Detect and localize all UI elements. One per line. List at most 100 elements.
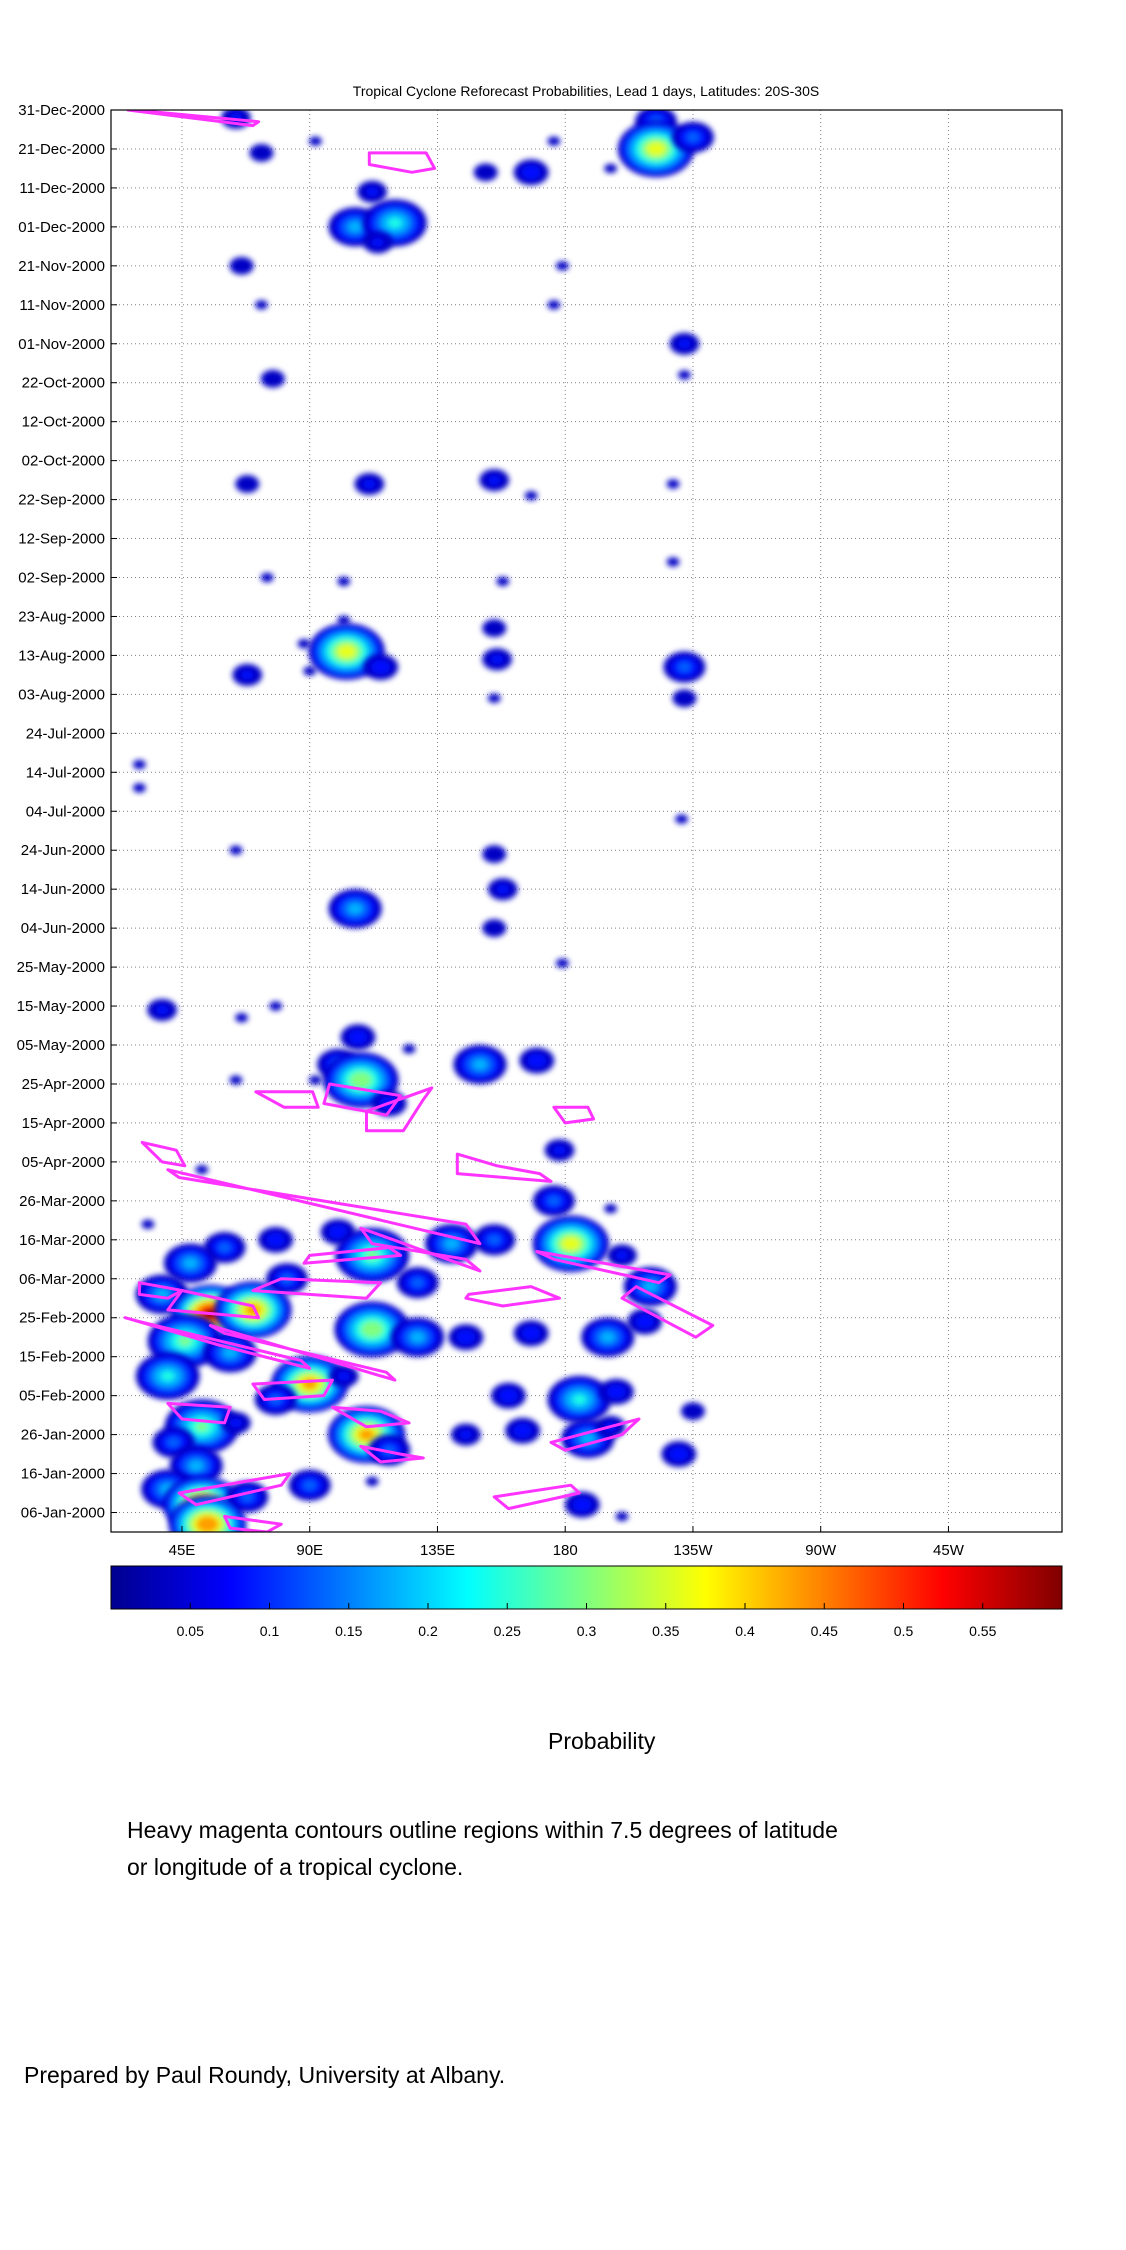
probability-level	[444, 1238, 460, 1250]
probability-blob	[671, 121, 715, 153]
probability-blob	[232, 663, 263, 686]
probability-blob	[396, 1267, 439, 1299]
probability-blob	[482, 919, 507, 938]
y-tick-label: 23-Aug-2000	[18, 608, 105, 625]
probability-blob	[487, 693, 501, 704]
colorbar-tick-label: 0.4	[735, 1623, 755, 1639]
colorbar-tick-label: 0.05	[177, 1623, 204, 1639]
probability-blob	[328, 1365, 359, 1388]
probability-level	[161, 1371, 175, 1382]
probability-blob	[308, 136, 322, 146]
y-tick-label: 16-Jan-2000	[21, 1466, 105, 1483]
probability-level	[132, 759, 146, 770]
probability-level	[141, 1219, 155, 1229]
probability-level	[347, 221, 363, 233]
y-tick-label: 21-Nov-2000	[18, 258, 105, 275]
probability-level	[297, 639, 311, 649]
probability-blob	[496, 576, 510, 587]
probability-level	[336, 644, 357, 659]
caption: Heavy magenta contours outline regions w…	[127, 1815, 838, 1882]
probability-blob	[362, 231, 393, 254]
caption-line-2: or longitude of a tropical cyclone.	[127, 1854, 464, 1880]
probability-blob	[337, 576, 351, 587]
colorbar-tick-label: 0.5	[894, 1623, 914, 1639]
probability-blob	[163, 1243, 218, 1283]
probability-level	[308, 1075, 322, 1085]
y-tick-label: 26-Mar-2000	[19, 1193, 105, 1210]
probability-level	[482, 845, 507, 864]
probability-level	[606, 1384, 626, 1399]
y-tick-label: 01-Dec-2000	[18, 219, 105, 236]
cyclone-outline	[166, 1168, 482, 1246]
probability-blob	[132, 759, 146, 770]
probability-blob	[297, 639, 311, 649]
probability-level	[235, 1013, 248, 1023]
probability-level	[646, 141, 666, 157]
probability-level	[490, 654, 504, 664]
cyclone-outline	[251, 1378, 334, 1401]
probability-level	[308, 136, 322, 146]
probability-level	[195, 1164, 209, 1175]
y-tick-label: 31-Dec-2000	[18, 102, 105, 119]
probability-blob	[666, 557, 680, 567]
probability-level	[604, 163, 618, 174]
probability-blob	[334, 1301, 410, 1358]
cyclone-outline	[359, 1226, 482, 1273]
probability-blob	[168, 1495, 247, 1532]
probability-blob	[555, 958, 569, 968]
probability-level	[547, 1195, 561, 1206]
y-tick-label: 04-Jul-2000	[26, 803, 105, 820]
probability-blob	[221, 1411, 251, 1434]
probability-blob	[544, 1139, 575, 1162]
x-tick-label: 135E	[420, 1542, 455, 1559]
probability-blob	[666, 479, 680, 489]
probability-level	[482, 919, 507, 938]
probability-level	[666, 479, 680, 489]
credit-text: Prepared by Paul Roundy, University at A…	[24, 2062, 506, 2088]
y-tick-label: 14-Jul-2000	[26, 764, 105, 781]
probability-blob	[524, 490, 538, 501]
probability-blob	[669, 332, 700, 355]
probability-level	[303, 1480, 317, 1491]
cyclone-outline	[177, 1472, 292, 1507]
x-tick-label: 45E	[169, 1542, 196, 1559]
y-tick-label: 02-Oct-2000	[22, 453, 105, 470]
cyclone-outline	[549, 1417, 641, 1452]
probability-blob	[365, 1476, 379, 1487]
probability-level	[328, 1224, 348, 1240]
probability-level	[195, 1422, 209, 1432]
colorbar-tick-label: 0.45	[811, 1623, 838, 1639]
probability-level	[217, 1242, 232, 1253]
probability-level	[555, 261, 569, 271]
probability-blob	[229, 845, 243, 855]
probability-blob	[368, 1434, 411, 1466]
probability-blob	[513, 1320, 549, 1347]
x-tick-label: 90W	[805, 1542, 837, 1559]
probability-field	[132, 110, 715, 1532]
y-tick-label: 15-Apr-2000	[22, 1115, 105, 1132]
probability-blob	[363, 654, 399, 681]
probability-level	[600, 1331, 616, 1343]
colorbar-ticks: 0.05 0.1 0.15 0.2 0.25 0.3 0.35 0.4 0.45 0.5 0.55	[177, 1603, 997, 1639]
probability-level	[229, 845, 243, 855]
probability-blob	[390, 1317, 445, 1357]
probability-blob	[532, 1185, 575, 1217]
y-tick-label: 25-May-2000	[17, 959, 105, 976]
probability-blob	[450, 1423, 481, 1446]
probability-level	[572, 1394, 587, 1405]
cyclone-outline	[620, 1285, 715, 1339]
colorbar-tick-label: 0.2	[418, 1623, 438, 1639]
probability-blob	[229, 256, 254, 275]
probability-blob	[581, 1317, 635, 1357]
cyclone-outline	[208, 1324, 397, 1382]
probability-level	[521, 165, 541, 180]
y-tick-label: 24-Jul-2000	[26, 725, 105, 742]
probability-level	[366, 187, 379, 197]
y-tick-label: 05-May-2000	[17, 1037, 105, 1054]
probability-blob	[547, 136, 561, 146]
y-tick-label: 22-Oct-2000	[22, 375, 105, 392]
cyclone-outline	[123, 1316, 312, 1370]
probability-blob	[255, 300, 268, 310]
probability-level	[635, 1314, 655, 1329]
probability-level	[604, 1203, 618, 1214]
